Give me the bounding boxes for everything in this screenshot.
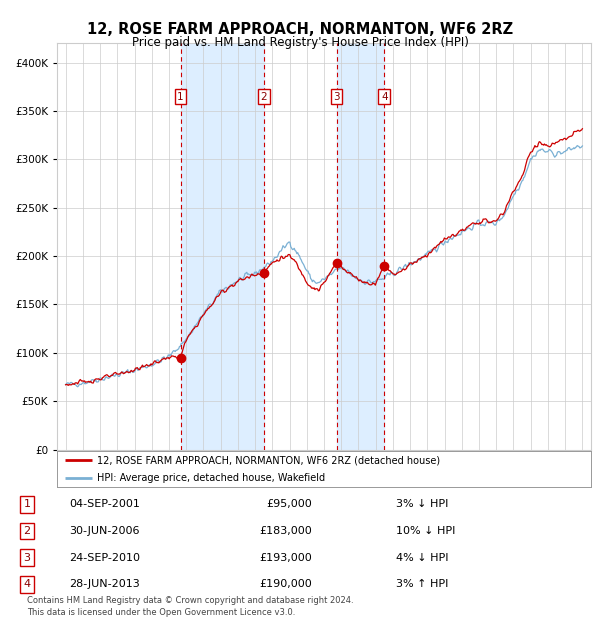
Text: 1: 1: [23, 500, 31, 510]
Text: £190,000: £190,000: [259, 580, 312, 590]
Text: 2: 2: [260, 92, 267, 102]
Text: 10% ↓ HPI: 10% ↓ HPI: [396, 526, 455, 536]
Text: 30-JUN-2006: 30-JUN-2006: [69, 526, 139, 536]
Text: HPI: Average price, detached house, Wakefield: HPI: Average price, detached house, Wake…: [97, 472, 325, 483]
Text: Contains HM Land Registry data © Crown copyright and database right 2024.
This d: Contains HM Land Registry data © Crown c…: [27, 596, 353, 617]
Text: Price paid vs. HM Land Registry's House Price Index (HPI): Price paid vs. HM Land Registry's House …: [131, 36, 469, 49]
Text: 2: 2: [23, 526, 31, 536]
Text: 3: 3: [23, 553, 31, 563]
Text: 3% ↑ HPI: 3% ↑ HPI: [396, 580, 448, 590]
Text: 3% ↓ HPI: 3% ↓ HPI: [396, 500, 448, 510]
Bar: [181, 43, 264, 450]
Text: 24-SEP-2010: 24-SEP-2010: [69, 553, 140, 563]
Text: £183,000: £183,000: [259, 526, 312, 536]
Text: 28-JUN-2013: 28-JUN-2013: [69, 580, 140, 590]
Text: £95,000: £95,000: [266, 500, 312, 510]
Text: 1: 1: [177, 92, 184, 102]
Bar: [337, 43, 384, 450]
Text: 12, ROSE FARM APPROACH, NORMANTON, WF6 2RZ: 12, ROSE FARM APPROACH, NORMANTON, WF6 2…: [87, 22, 513, 37]
Text: 4: 4: [23, 580, 31, 590]
Text: 12, ROSE FARM APPROACH, NORMANTON, WF6 2RZ (detached house): 12, ROSE FARM APPROACH, NORMANTON, WF6 2…: [97, 456, 440, 466]
Text: 04-SEP-2001: 04-SEP-2001: [69, 500, 140, 510]
Text: £193,000: £193,000: [259, 553, 312, 563]
Text: 4% ↓ HPI: 4% ↓ HPI: [396, 553, 449, 563]
Text: 3: 3: [333, 92, 340, 102]
Text: 4: 4: [381, 92, 388, 102]
